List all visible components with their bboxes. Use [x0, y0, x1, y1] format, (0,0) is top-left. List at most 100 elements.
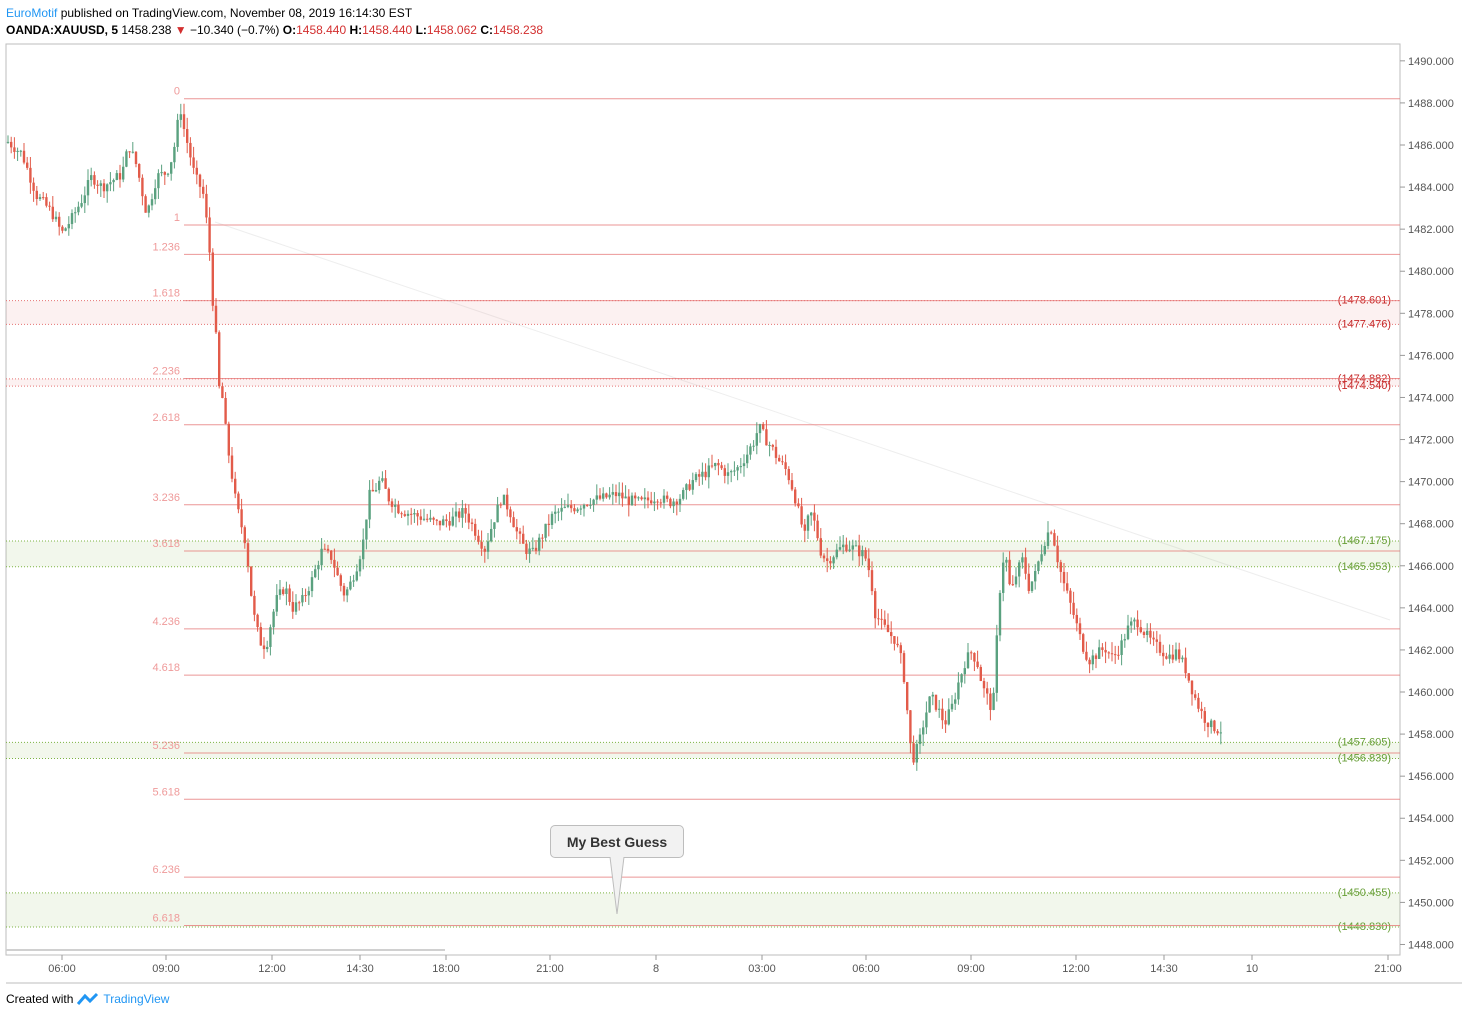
candle-body: [819, 538, 822, 556]
candle-body: [317, 565, 320, 570]
candle-body: [362, 539, 365, 560]
author-link[interactable]: EuroMotif: [6, 6, 58, 20]
candle-body: [1088, 659, 1091, 665]
candle-body: [141, 177, 144, 197]
candle-body: [966, 652, 970, 669]
candle-body: [186, 129, 189, 143]
fib-level-label: 2.236: [152, 366, 180, 378]
candle-body: [560, 507, 563, 512]
candle-body: [1037, 561, 1040, 572]
time-tick-label: 14:30: [1150, 963, 1178, 975]
candle-body: [256, 614, 259, 628]
candle-body: [371, 489, 374, 492]
candle-body: [128, 151, 131, 153]
candle-body: [442, 519, 445, 526]
candle-body: [182, 114, 186, 130]
candle-body: [835, 549, 838, 558]
candle-body: [733, 470, 736, 472]
candle-body: [1203, 711, 1206, 723]
zone-fill: [6, 541, 1400, 567]
candle-body: [1206, 722, 1210, 728]
candle-body: [461, 508, 464, 518]
candle-body: [982, 681, 986, 689]
time-tick-label: 09:00: [152, 963, 180, 975]
candle-body: [518, 531, 522, 534]
candle-body: [355, 571, 358, 581]
candle-body: [912, 743, 915, 763]
candle-body: [822, 555, 826, 559]
price-axis[interactable]: 1490.000 1488.000 1486.000 1484.000 1482.000…: [1400, 56, 1454, 952]
candle-body: [278, 589, 282, 596]
candle-body: [1165, 656, 1168, 659]
candle-body: [534, 547, 538, 551]
candle-body: [1098, 647, 1101, 659]
candle-body: [902, 653, 906, 683]
price-tick-label: 1470.000: [1408, 477, 1454, 489]
candle-body: [349, 581, 352, 590]
price-tick-label: 1484.000: [1408, 182, 1454, 194]
plot-frame: [5, 43, 1462, 984]
zone-fill: [6, 742, 1400, 759]
candle-body: [346, 589, 349, 596]
time-tick-label: 10: [1246, 963, 1258, 975]
tradingview-brand-link[interactable]: TradingView: [103, 992, 170, 1006]
candle-body: [413, 513, 416, 515]
candle-body: [445, 519, 448, 522]
candle-body: [64, 228, 67, 231]
time-axis[interactable]: 06:00 09:00 12:00 14:30 18:00 21:00 8 03:00 06:0…: [48, 955, 1402, 975]
candle-body: [304, 595, 307, 597]
zone-bottom-label: (1477.476): [1338, 318, 1391, 330]
candle-body: [989, 693, 992, 710]
candle-body: [957, 682, 960, 700]
candle-body: [294, 602, 298, 612]
candle-body: [384, 478, 387, 489]
candle-body: [826, 558, 829, 561]
candle-body: [358, 559, 362, 572]
candle-body: [234, 478, 237, 494]
created-with-text: Created with: [6, 992, 74, 1006]
candle-body: [35, 190, 38, 200]
candle-body: [640, 497, 643, 500]
candle-body: [893, 636, 896, 644]
candle-body: [1213, 720, 1216, 732]
candle-body: [541, 537, 544, 539]
candle-body: [746, 454, 749, 464]
candle-body: [963, 668, 966, 675]
candle-body: [390, 501, 394, 507]
candle-body: [678, 498, 682, 505]
candle-body: [566, 505, 570, 507]
candle-body: [253, 595, 256, 615]
symbol-label[interactable]: OANDA:XAUUSD, 5: [6, 23, 119, 37]
candle-body: [986, 688, 989, 694]
candle-body: [608, 494, 611, 498]
candle-body: [1190, 680, 1194, 695]
candle-body: [1155, 639, 1158, 642]
candle-body: [720, 465, 723, 469]
candle-body: [579, 508, 582, 510]
candle-body: [374, 490, 378, 492]
candle-body: [1197, 697, 1200, 709]
candle-body: [96, 184, 99, 186]
candle-body: [784, 462, 787, 470]
fib-level-label: 5.618: [152, 786, 180, 798]
candle-body: [410, 513, 413, 515]
candle-body: [685, 484, 688, 491]
price-tick-label: 1450.000: [1408, 897, 1454, 909]
candle-body: [582, 504, 586, 509]
candle-body: [816, 520, 819, 539]
candle-body: [1085, 651, 1088, 660]
candle-body: [778, 457, 781, 462]
candle-body: [365, 519, 368, 540]
candle-body: [80, 203, 83, 207]
candle-body: [675, 501, 678, 505]
candle-body: [1018, 562, 1021, 577]
candle-body: [250, 566, 253, 596]
candle-body: [1171, 654, 1174, 660]
candle-body: [1011, 584, 1014, 586]
candle-body: [592, 499, 595, 505]
zone-top-label: (1467.175): [1338, 535, 1391, 547]
candle-body: [928, 696, 931, 713]
candle-body: [266, 646, 269, 650]
candle-body: [714, 463, 717, 467]
